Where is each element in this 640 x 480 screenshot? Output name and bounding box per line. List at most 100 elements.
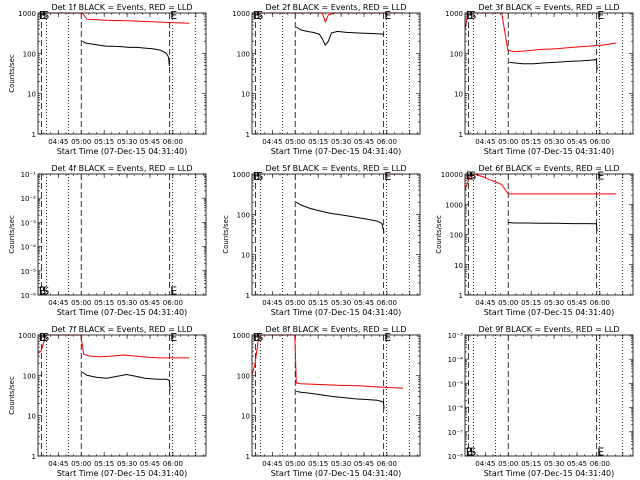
x-tick-label: 05:45	[140, 299, 160, 307]
x-axis-label: Start Time (07-Dec-15 04:31:40)	[271, 147, 402, 156]
segment-marker-e: E	[170, 9, 177, 22]
x-tick-label: 04:45	[475, 460, 495, 468]
segment-marker-s: S	[469, 9, 476, 22]
segment-marker-b: B	[39, 285, 47, 298]
x-axis-label: Start Time (07-Dec-15 04:31:40)	[271, 469, 402, 478]
segment-marker-e: E	[597, 9, 604, 22]
y-tick-label: 10	[27, 413, 36, 421]
x-tick-label: 05:00	[498, 460, 518, 468]
x-tick-label: 05:15	[521, 460, 541, 468]
x-tick-label: 05:30	[544, 460, 564, 468]
x-tick-label: 04:45	[262, 299, 282, 307]
x-axis-label: Start Time (07-Dec-15 04:31:40)	[271, 308, 402, 317]
segment-marker-s: S	[256, 170, 263, 183]
panel-det-3: Det 3f BLACK = Events, RED = LLD Start Ti…	[445, 3, 634, 156]
y-tick-label: 10⁻⁷	[448, 429, 464, 437]
segment-marker-e: E	[170, 331, 177, 344]
y-axis-label: Counts/sec	[8, 376, 16, 415]
y-tick-label: 1	[246, 453, 250, 461]
lld-series-line	[464, 173, 617, 195]
x-tick-label: 05:30	[117, 299, 137, 307]
y-tick-label: 10⁻⁶	[448, 405, 464, 413]
x-tick-label: 05:15	[308, 138, 328, 146]
y-tick-label: 1	[32, 453, 36, 461]
x-tick-label: 05:45	[140, 138, 160, 146]
y-tick-label: 10⁻⁶	[21, 292, 37, 300]
x-tick-label: 05:00	[285, 299, 305, 307]
chart-title: Det 6f BLACK = Events, RED = LLD	[478, 164, 619, 173]
panel-det-5: Det 5f BLACK = Events, RED = LLD Start Ti…	[222, 164, 421, 317]
x-tick-label: 05:30	[544, 299, 564, 307]
x-tick-label: 05:30	[331, 299, 351, 307]
x-axis-label: Start Time (07-Dec-15 04:31:40)	[484, 308, 615, 317]
y-tick-label: 10	[241, 252, 250, 260]
y-tick-label: 10⁻³	[448, 332, 464, 340]
events-series-line	[296, 201, 385, 233]
y-axis-label: Counts/sec	[8, 54, 16, 93]
chart-title: Det 5f BLACK = Events, RED = LLD	[265, 164, 406, 173]
x-tick-label: 05:45	[567, 460, 587, 468]
panel-det-6: Det 6f BLACK = Events, RED = LLD Start Ti…	[435, 164, 634, 317]
segment-marker-e: E	[170, 285, 177, 298]
x-axis-label: Start Time (07-Dec-15 04:31:40)	[57, 469, 188, 478]
segment-marker-b: B	[39, 9, 47, 22]
x-tick-label: 06:00	[590, 299, 610, 307]
chart-title: Det 2f BLACK = Events, RED = LLD	[265, 3, 406, 12]
y-tick-label: 1000	[232, 10, 250, 18]
y-tick-label: 100	[23, 372, 36, 380]
x-tick-label: 05:00	[71, 299, 91, 307]
x-tick-label: 05:30	[117, 460, 137, 468]
segment-marker-b: B	[253, 9, 261, 22]
x-tick-label: 05:00	[285, 138, 305, 146]
panel-det-7: Det 7f BLACK = Events, RED = LLD Start Ti…	[8, 325, 207, 478]
events-series-line	[296, 26, 385, 47]
y-tick-label: 1	[32, 131, 36, 139]
x-tick-label: 05:00	[285, 460, 305, 468]
segment-marker-e: E	[384, 331, 391, 344]
y-tick-label: 10	[27, 91, 36, 99]
plot-frame	[37, 334, 207, 457]
x-tick-label: 05:45	[354, 138, 374, 146]
x-tick-label: 05:00	[498, 138, 518, 146]
segment-marker-e: E	[597, 169, 604, 182]
panel-det-2: Det 2f BLACK = Events, RED = LLD Start Ti…	[232, 3, 421, 156]
y-tick-label: 1	[459, 292, 463, 300]
x-tick-label: 04:45	[48, 138, 68, 146]
chart-title: Det 9f BLACK = Events, RED = LLD	[478, 325, 619, 334]
events-series-line	[296, 390, 385, 409]
y-tick-label: 1	[459, 131, 463, 139]
x-tick-label: 05:15	[308, 460, 328, 468]
y-tick-label: 10⁻²	[21, 195, 37, 203]
y-tick-label: 10⁻³	[21, 219, 37, 227]
segment-marker-s: S	[42, 9, 49, 22]
segment-marker-s: S	[469, 169, 476, 182]
x-axis-label: Start Time (07-Dec-15 04:31:40)	[57, 308, 188, 317]
segment-marker-s: S	[42, 285, 49, 298]
y-tick-label: 10⁻⁵	[448, 380, 464, 388]
panel-det-8: Det 8f BLACK = Events, RED = LLD Start Ti…	[232, 325, 421, 478]
panel-det-4: Det 4f BLACK = Events, RED = LLD Start Ti…	[8, 164, 207, 317]
segment-marker-b: B	[39, 331, 47, 344]
plot-frame	[251, 12, 421, 135]
y-tick-label: 10⁻⁸	[448, 453, 464, 461]
x-tick-label: 06:00	[377, 299, 397, 307]
x-tick-label: 06:00	[163, 138, 183, 146]
x-tick-label: 06:00	[377, 138, 397, 146]
y-tick-label: 1000	[18, 332, 36, 340]
segment-marker-e: E	[384, 170, 391, 183]
x-axis-label: Start Time (07-Dec-15 04:31:40)	[57, 147, 188, 156]
x-tick-label: 05:30	[331, 460, 351, 468]
x-tick-label: 05:15	[521, 138, 541, 146]
y-tick-label: 10⁻⁴	[21, 244, 37, 252]
x-tick-label: 05:45	[354, 299, 374, 307]
y-tick-label: 10	[241, 91, 250, 99]
lld-series-line	[251, 334, 404, 389]
x-tick-label: 04:45	[262, 138, 282, 146]
segment-marker-s: S	[256, 9, 263, 22]
x-tick-label: 04:45	[48, 460, 68, 468]
x-tick-label: 05:00	[71, 138, 91, 146]
lld-series-line	[38, 12, 190, 24]
chart-title: Det 3f BLACK = Events, RED = LLD	[478, 3, 619, 12]
x-tick-label: 05:15	[94, 138, 114, 146]
segment-marker-s: S	[42, 331, 49, 344]
